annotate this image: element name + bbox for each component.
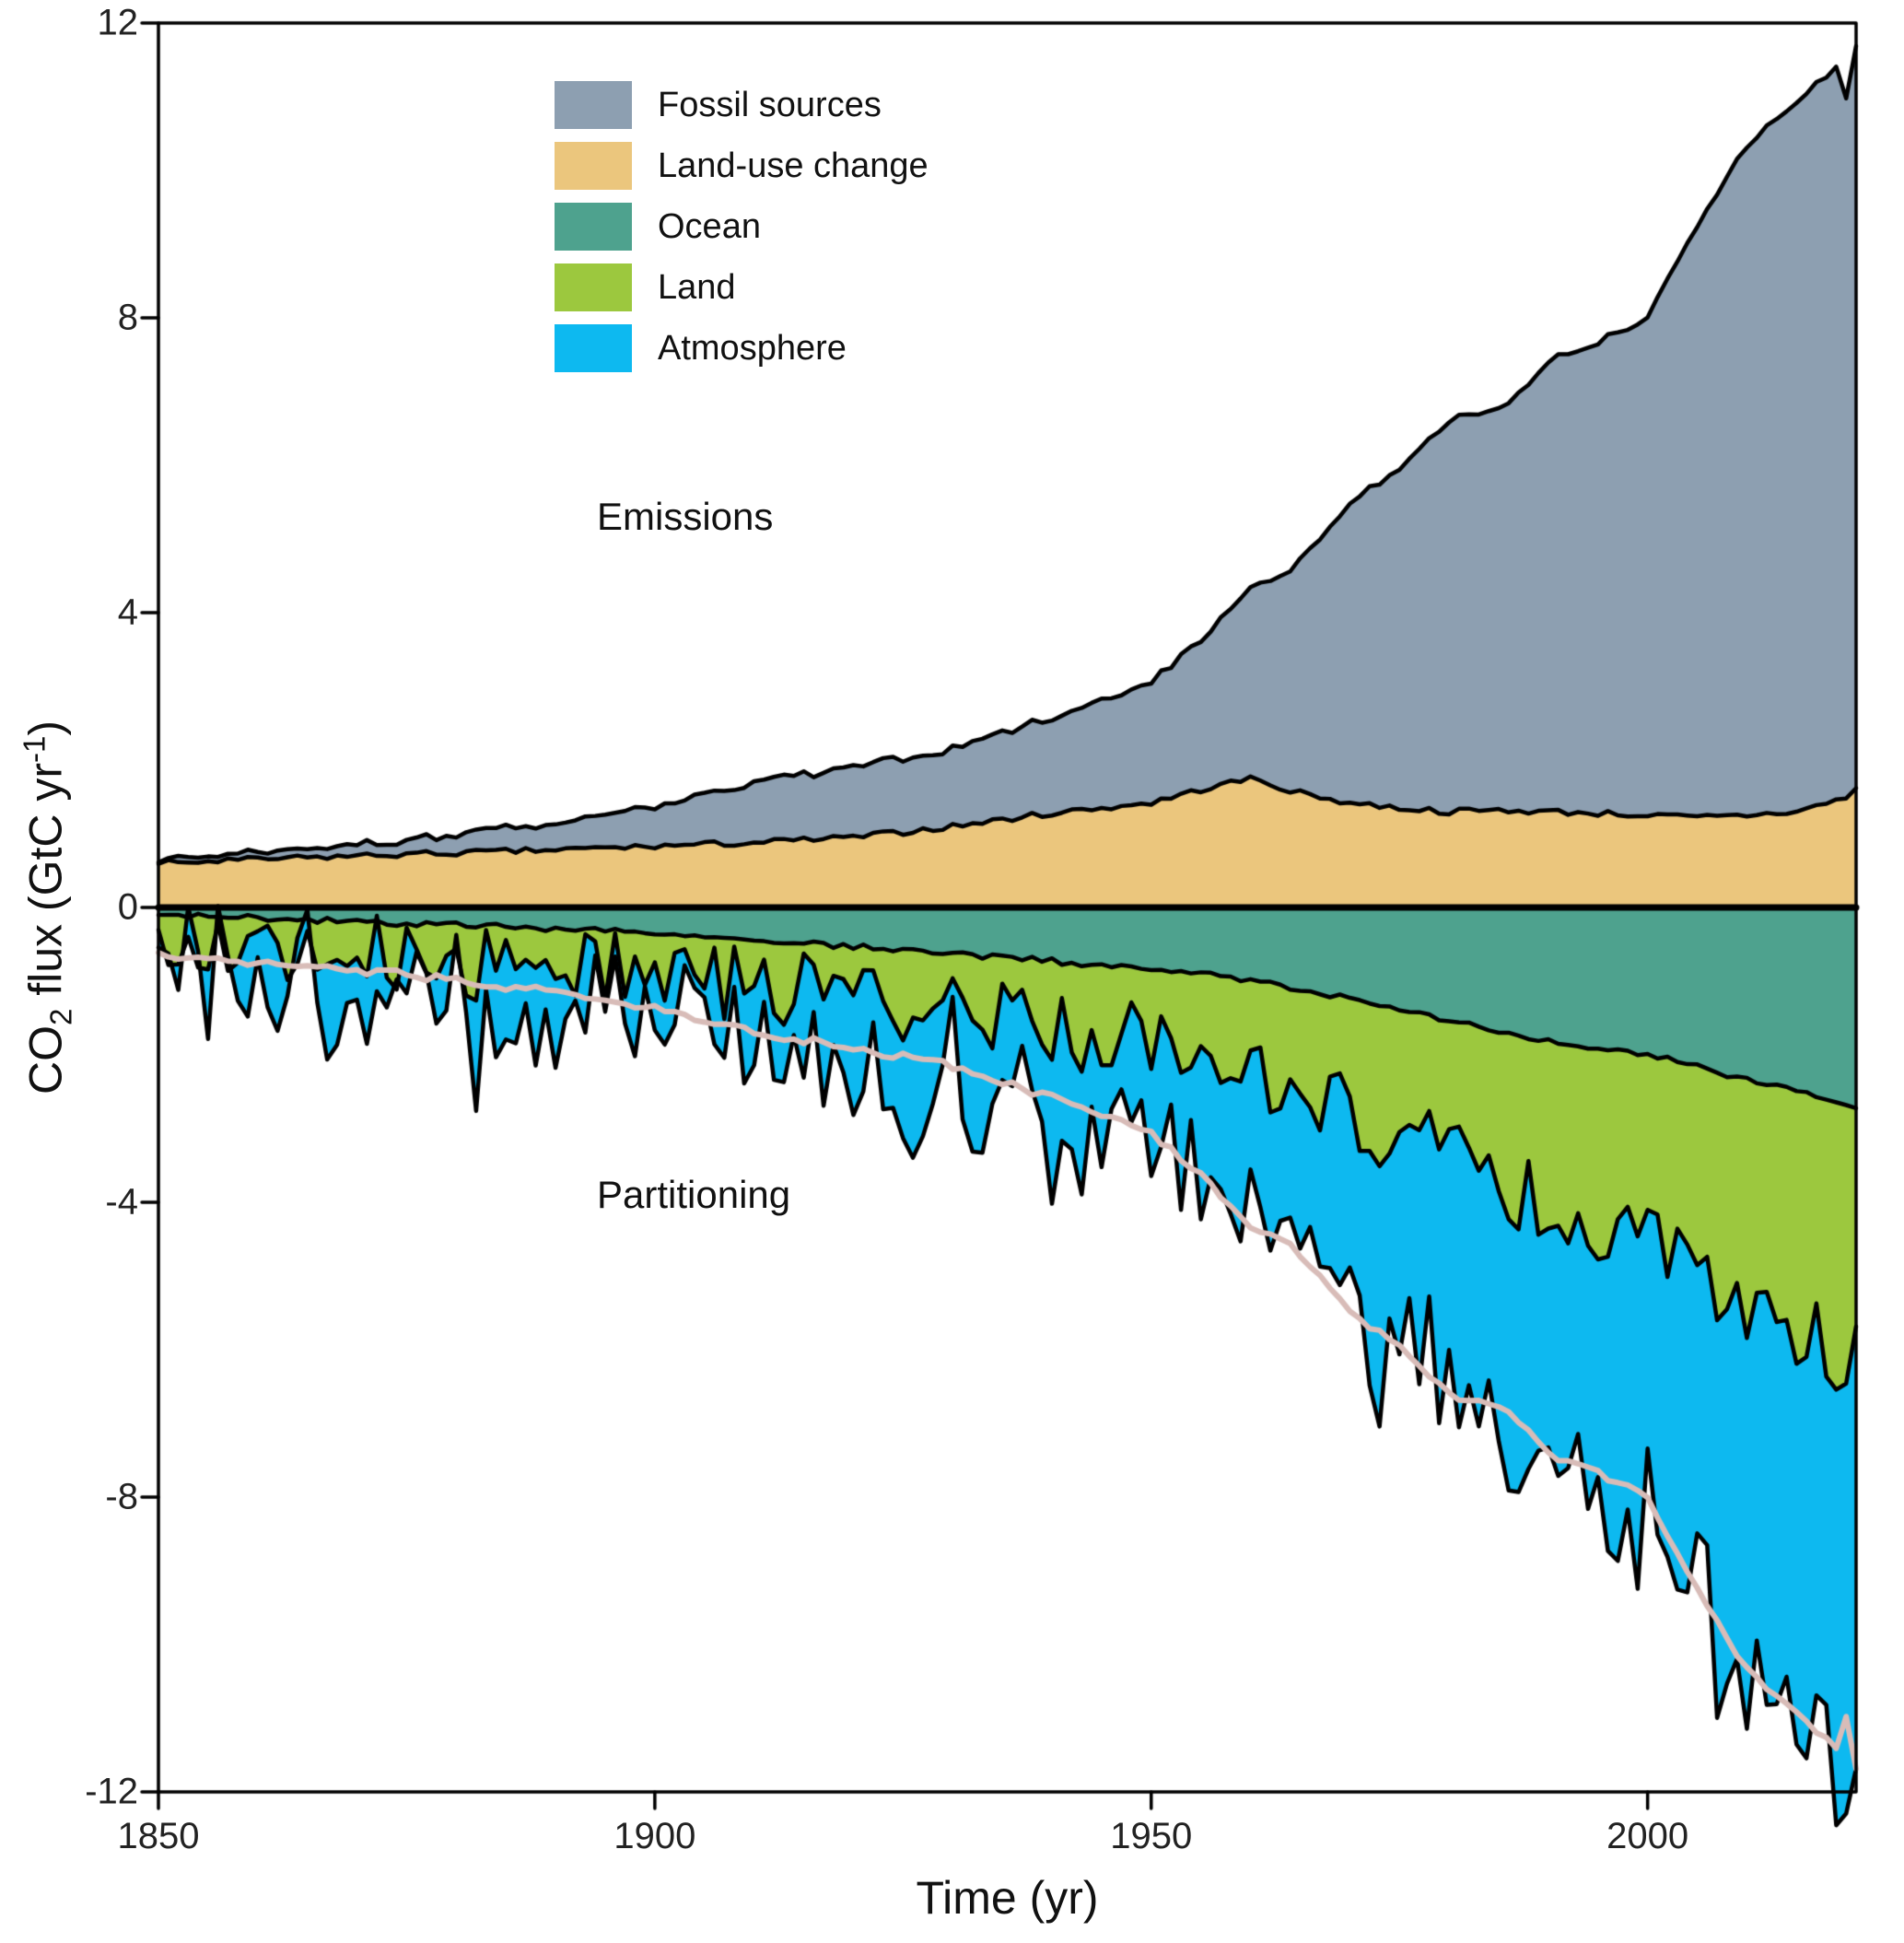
y-label-post: ) bbox=[19, 720, 72, 736]
legend-row-3: Land bbox=[555, 263, 929, 311]
y-label-pre: CO bbox=[19, 1025, 72, 1095]
y-tick-label-8: 8 bbox=[117, 297, 138, 338]
y-tick-label--8: -8 bbox=[105, 1476, 138, 1517]
y-label-mid: flux (GtC yr bbox=[19, 762, 72, 1009]
y-label-sub: 2 bbox=[43, 1008, 78, 1026]
legend-label-3: Land bbox=[658, 267, 736, 307]
y-tick-label--12: -12 bbox=[85, 1771, 138, 1812]
legend-swatch-2 bbox=[555, 203, 632, 251]
legend-swatch-4 bbox=[555, 324, 632, 372]
y-label-sup: -1 bbox=[17, 735, 52, 763]
legend-row-0: Fossil sources bbox=[555, 81, 929, 129]
x-tick-label-1900: 1900 bbox=[613, 1816, 696, 1856]
annotation-partitioning: Partitioning bbox=[597, 1173, 791, 1216]
legend-swatch-3 bbox=[555, 263, 632, 311]
legend-swatch-1 bbox=[555, 142, 632, 190]
legend: Fossil sources Land-use change Ocean Land At… bbox=[555, 81, 929, 385]
legend-label-1: Land-use change bbox=[658, 146, 929, 185]
x-tick-label-2000: 2000 bbox=[1606, 1816, 1689, 1856]
y-tick-label-4: 4 bbox=[117, 591, 138, 633]
y-tick-label-12: 12 bbox=[97, 2, 139, 43]
legend-row-4: Atmosphere bbox=[555, 324, 929, 372]
y-tick-label-0: 0 bbox=[117, 886, 138, 928]
legend-label-0: Fossil sources bbox=[658, 85, 882, 124]
x-axis-label: Time (yr) bbox=[916, 1872, 1099, 1924]
legend-row-2: Ocean bbox=[555, 203, 929, 251]
legend-row-1: Land-use change bbox=[555, 142, 929, 190]
x-tick-label-1850: 1850 bbox=[117, 1816, 200, 1856]
x-tick-label-1950: 1950 bbox=[1110, 1816, 1193, 1856]
legend-swatch-0 bbox=[555, 81, 632, 129]
y-tick-label--4: -4 bbox=[105, 1181, 138, 1223]
legend-label-4: Atmosphere bbox=[658, 328, 847, 368]
legend-label-2: Ocean bbox=[658, 206, 761, 246]
annotation-emissions: Emissions bbox=[597, 495, 774, 538]
